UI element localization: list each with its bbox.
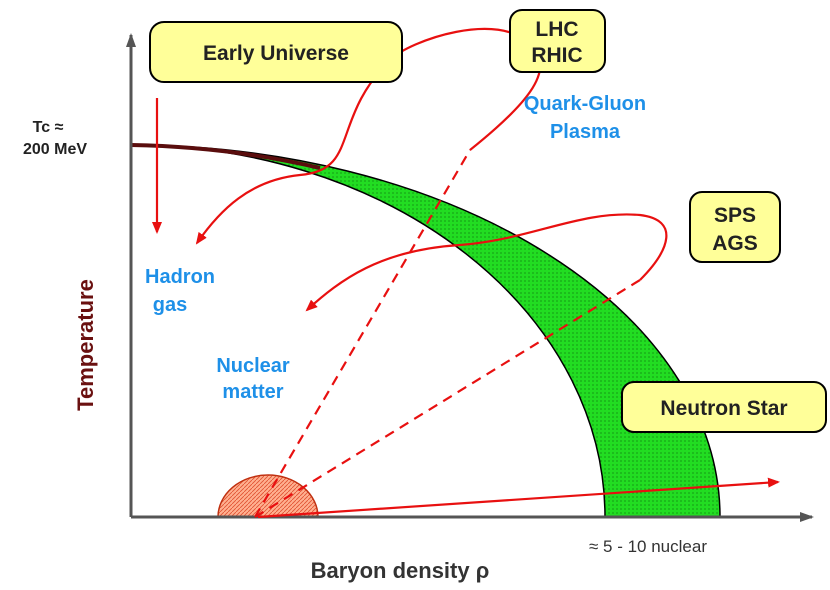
box-label: Neutron Star: [660, 397, 787, 420]
box: [509, 9, 606, 73]
box-label: SPS: [714, 204, 756, 227]
sps-dashed: [254, 279, 641, 518]
transition-band: [130, 144, 721, 518]
y-axis-label: Temperature: [73, 279, 98, 411]
tc-label: 200 MeV: [23, 141, 87, 158]
neutron-star-arrow: [257, 477, 780, 519]
region-label: Plasma: [550, 121, 621, 143]
lhc-dashed: [254, 149, 471, 518]
region-label: Nuclear: [216, 355, 290, 377]
region-label: Hadron: [145, 266, 215, 288]
box-label: LHC: [535, 18, 578, 41]
region-label: matter: [222, 381, 283, 403]
box-label: Early Universe: [203, 42, 349, 65]
box-label: AGS: [712, 232, 758, 255]
box: [149, 21, 403, 83]
box: [689, 191, 781, 263]
sps-trajectory: [305, 213, 668, 312]
transition-line: [130, 143, 321, 170]
region-label: Quark-Gluon: [524, 93, 646, 115]
tc-label: Tc ≈: [33, 119, 64, 136]
box: [621, 381, 827, 433]
region-label: gas: [153, 294, 187, 316]
x-annotation: ≈ 5 - 10 nuclear: [589, 537, 707, 556]
box-label: RHIC: [531, 44, 582, 67]
x-axis-label: Baryon density ρ: [311, 558, 490, 583]
